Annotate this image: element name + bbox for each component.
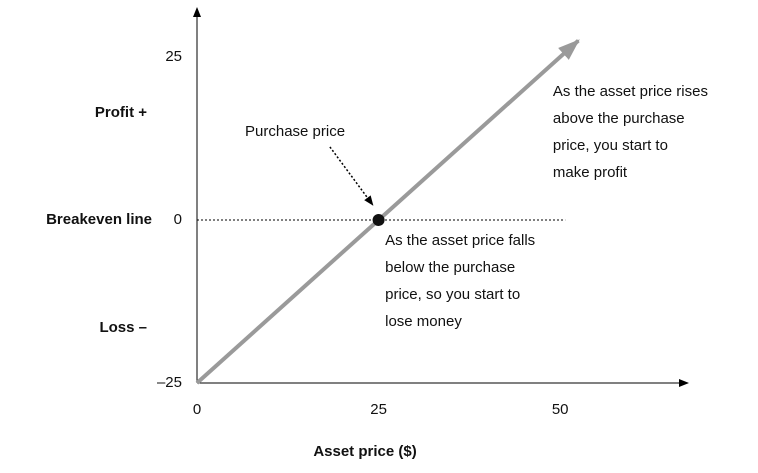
profit-line — [195, 39, 580, 385]
annotation-arrow — [329, 146, 374, 206]
side-label: Loss – — [99, 319, 147, 336]
x-tick-label: 0 — [193, 401, 201, 418]
annotation-text: Purchase price — [245, 123, 345, 140]
y-tick-label: 0 — [174, 211, 182, 228]
x-tick-label: 25 — [370, 401, 387, 418]
side-label: Profit + — [95, 104, 147, 121]
annotation-text: price, you start to — [553, 137, 668, 154]
x-tick-label: 50 — [552, 401, 569, 418]
y-tick-label: 25 — [165, 48, 182, 65]
annotation-text: price, so you start to — [385, 286, 520, 303]
annotation-text: As the asset price falls — [385, 232, 535, 249]
annotation-text: above the purchase — [553, 110, 685, 127]
y-tick-label: –25 — [157, 374, 182, 391]
annotation-text: below the purchase — [385, 259, 515, 276]
annotation-text: lose money — [385, 313, 462, 330]
breakeven-label: Breakeven line — [46, 211, 152, 228]
x-axis-label: Asset price ($) — [313, 443, 416, 460]
annotation-text: make profit — [553, 164, 628, 181]
annotation-text: As the asset price rises — [553, 83, 708, 100]
purchase-point — [372, 213, 385, 226]
